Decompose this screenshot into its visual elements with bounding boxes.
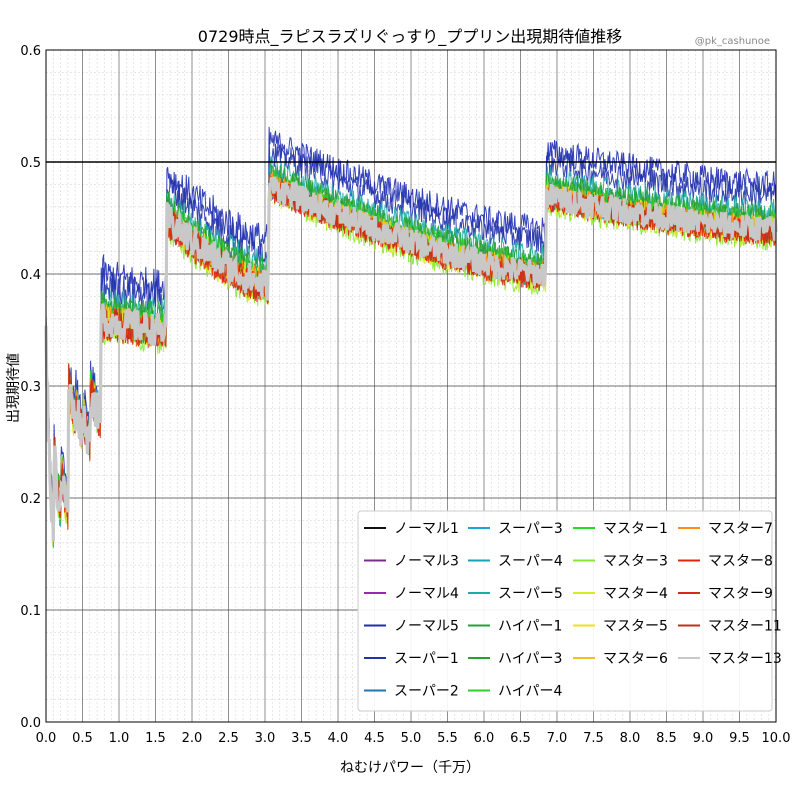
legend-entry: マスター6: [603, 651, 668, 667]
y-tick-label: 0.3: [20, 380, 41, 395]
legend-entry: スーパー2: [394, 684, 459, 700]
legend-entry: マスター1: [603, 521, 668, 537]
legend-entry: マスター5: [603, 619, 668, 635]
x-axis-label: ねむけパワー（千万）: [340, 760, 480, 776]
legend-entry: マスター3: [603, 554, 668, 570]
legend-entry: スーパー5: [498, 586, 563, 602]
y-tick-label: 0.0: [20, 716, 41, 731]
series-line-22: [44, 176, 778, 542]
x-tick-label: 1.5: [145, 731, 166, 746]
x-tick-label: 10.0: [762, 731, 791, 746]
legend-entry: マスター9: [708, 586, 773, 602]
legend-box: [357, 510, 773, 712]
y-tick-label: 0.6: [20, 44, 41, 59]
plot-frame: [45, 49, 777, 723]
legend-entry: マスター11: [708, 619, 782, 635]
x-tick-label: 7.5: [583, 731, 604, 746]
x-axis-ticks: 0.0 0.5 1.0 1.5 2.0 2.5 3.0 3.5 4.0 4.5 5.0 5.5 6.0 6…: [36, 731, 791, 746]
x-tick-label: 1.0: [109, 731, 130, 746]
x-tick-label: 7.0: [547, 731, 568, 746]
legend-entry: マスター13: [708, 651, 782, 667]
chart-title: 0729時点_ラピスラズリぐっすり_ププリン出現期待値推移: [198, 27, 622, 47]
y-tick-label: 0.2: [20, 492, 41, 507]
legend-entry: マスター8: [708, 554, 773, 570]
x-tick-label: 2.0: [182, 731, 203, 746]
y-tick-label: 0.1: [20, 604, 41, 619]
x-tick-label: 3.5: [291, 731, 312, 746]
legend-entry: スーパー4: [498, 554, 563, 570]
legend-entry: ノーマル3: [394, 554, 459, 570]
legend-entry: ノーマル5: [394, 619, 459, 635]
x-tick-label: 4.5: [364, 731, 385, 746]
x-tick-label: 3.0: [255, 731, 276, 746]
x-tick-label: 0.0: [36, 731, 57, 746]
legend-entry: ノーマル1: [394, 521, 459, 537]
watermark: @pk_cashunoe: [695, 36, 770, 47]
x-tick-label: 6.0: [474, 731, 495, 746]
legend-entry: マスター4: [603, 586, 668, 602]
x-tick-label: 2.5: [218, 731, 239, 746]
y-tick-label: 0.4: [20, 268, 41, 283]
x-tick-label: 5.0: [401, 731, 422, 746]
x-tick-label: 8.0: [620, 731, 641, 746]
x-tick-label: 8.5: [656, 731, 677, 746]
x-tick-label: 9.5: [729, 731, 750, 746]
y-axis-ticks: 0.0 0.1 0.2 0.3 0.4 0.5 0.6: [20, 44, 41, 731]
x-tick-label: 5.5: [437, 731, 458, 746]
x-tick-label: 0.5: [72, 731, 93, 746]
legend-entry: スーパー1: [394, 651, 459, 667]
x-tick-label: 6.5: [510, 731, 531, 746]
legend-entry: マスター7: [708, 521, 773, 537]
x-tick-label: 4.0: [328, 731, 349, 746]
x-tick-label: 9.0: [693, 731, 714, 746]
legend-entry: ハイパー4: [498, 684, 562, 700]
legend: ノーマル1 ノーマル3 ノーマル4 ノーマル5 スーパー1 スーパー2 スーパー3 スーパー4…: [357, 510, 782, 712]
series-lines: [44, 126, 778, 549]
legend-entry: スーパー3: [498, 521, 563, 537]
y-axis-label: 出現期待値: [6, 353, 22, 423]
y-tick-label: 0.5: [20, 156, 41, 171]
legend-entry: ハイパー3: [498, 651, 562, 667]
legend-entry: ハイパー1: [498, 619, 562, 635]
legend-entry: ノーマル4: [394, 586, 459, 602]
